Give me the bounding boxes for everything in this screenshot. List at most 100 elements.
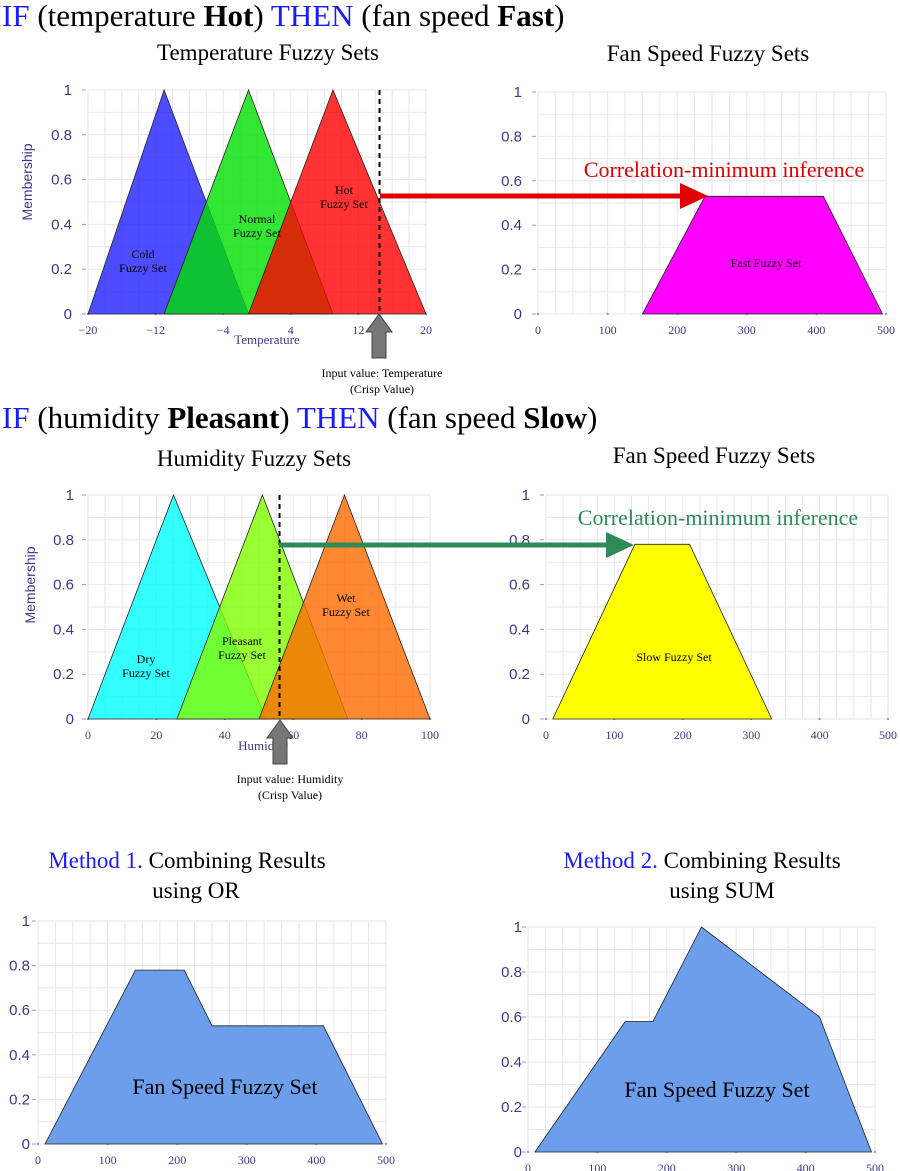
sum-xtick-label: 100 [588, 1161, 606, 1171]
or-ytick-label: 0.2 [9, 1091, 30, 1108]
rule2-post: (fan speed [379, 400, 523, 435]
sum-ytick-label: 1 [514, 919, 522, 936]
rule2-pre: (humidity [30, 400, 168, 435]
rule1-inference-label: Correlation-minimum inference [584, 157, 864, 182]
slow-fuzzy-set [552, 543, 773, 720]
sum-ytick-label: 0.4 [501, 1054, 522, 1071]
fan2-xtick-label: 300 [742, 728, 760, 742]
rule1-if: IF [2, 0, 30, 33]
sum-title-method: Method 2. [563, 848, 658, 873]
wet-fuzzy-set [258, 493, 431, 720]
temp-ytick-label: 1 [64, 82, 72, 99]
sum-ytick-label: 0.2 [501, 1099, 522, 1116]
fan1-xtick-label: 0 [535, 323, 541, 337]
sum-combined-plot: 0 0.2 0.4 0.6 0.8 1 0 100 200 300 400 500 Fan Speed … [501, 919, 884, 1171]
rule1-inference-arrowhead [680, 183, 708, 209]
rule2-term: Pleasant [167, 400, 280, 435]
wet-set-label: Wet [336, 591, 356, 605]
fan2-ytick-label: 0.2 [509, 666, 530, 683]
or-panel-title: Method 1. Combining Results [48, 848, 325, 873]
temp-input-arrow-icon [365, 313, 393, 359]
fan1-xtick-label: 100 [599, 323, 617, 337]
dry-set-label: Dry [137, 652, 156, 666]
rule1-mid: ) [253, 0, 271, 33]
or-set-label: Fan Speed Fuzzy Set [132, 1074, 317, 1099]
temp-ylabel: Membership [19, 143, 35, 220]
hum-ytick-label: 1 [66, 487, 74, 504]
or-xtick-label: 0 [35, 1153, 41, 1167]
hum-xtick-label: 100 [421, 728, 439, 742]
or-xtick-label: 200 [168, 1153, 186, 1167]
fan2-ytick-label: 1 [522, 487, 530, 504]
fast-set-label: Fast Fuzzy Set [731, 256, 802, 270]
or-ytick-label: 0.4 [9, 1047, 30, 1064]
dry-set-label: Fuzzy Set [122, 666, 170, 680]
fan1-ytick-label: 0.8 [501, 128, 522, 145]
xtick-mark [884, 312, 888, 316]
rule2-inference-label: Correlation-minimum inference [578, 505, 858, 530]
xtick-mark [526, 1150, 530, 1154]
temp-xtick-label: −20 [79, 323, 98, 337]
sum-title-rest: Combining Results [658, 848, 841, 873]
normal-set-label: Fuzzy Set [233, 226, 281, 240]
or-xtick-label: 500 [377, 1153, 395, 1167]
or-ytick-label: 0.6 [9, 1002, 30, 1019]
pleasant-set-label: Pleasant [222, 634, 263, 648]
fan2-ytick-label: 0.6 [509, 577, 530, 594]
xtick-mark [886, 717, 890, 721]
fan1-xtick-label: 500 [877, 323, 895, 337]
rule1-out-term: Fast [497, 0, 555, 33]
fan2-ytick-label: 0.4 [509, 621, 530, 638]
sum-panel-title: Method 2. Combining Results [563, 848, 840, 873]
rule2-mid: ) [279, 400, 297, 435]
or-ytick-label: 1 [22, 913, 30, 930]
or-title-method: Method 1. [48, 848, 143, 873]
sum-xtick-label: 0 [525, 1161, 531, 1171]
fan2-xtick-label: 400 [811, 728, 829, 742]
sum-ytick-label: 0.8 [501, 964, 522, 981]
sum-set-label: Fan Speed Fuzzy Set [624, 1077, 809, 1102]
hum-input-label-1: Input value: Humidity [237, 772, 344, 786]
sum-ytick-label: 0 [514, 1144, 522, 1161]
xtick-mark [606, 312, 609, 316]
hum-xtick-label: 40 [219, 728, 231, 742]
hot-set-label: Hot [335, 183, 354, 197]
xtick-mark [544, 717, 548, 721]
slow-set-label: Slow Fuzzy Set [636, 650, 712, 664]
temp-xtick-label: −12 [146, 323, 165, 337]
hum-ytick-label: 0.2 [53, 666, 74, 683]
xtick-mark [384, 1142, 388, 1146]
rule1-end: ) [554, 0, 564, 33]
hum-xtick-label: 80 [356, 728, 368, 742]
hum-panel-title: Humidity Fuzzy Sets [157, 446, 351, 471]
hum-ytick-label: 0 [66, 711, 74, 728]
or-combined-fuzzy-set [44, 969, 384, 1145]
temp-xtick-label: 12 [352, 323, 364, 337]
or-title-line2: using OR [152, 878, 240, 903]
fan1-xtick-label: 300 [738, 323, 756, 337]
wet-set-label: Fuzzy Set [322, 605, 370, 619]
or-ytick-label: 0 [22, 1136, 30, 1153]
fan-speed-fast-plot: 0 0.2 0.4 0.6 0.8 1 0 100 200 300 400 500 Fast Fuzzy… [501, 84, 895, 337]
hum-ylabel: Membership [22, 546, 38, 623]
or-xtick-label: 100 [99, 1153, 117, 1167]
hum-xtick-label: 20 [150, 728, 162, 742]
or-ytick-label: 0.8 [9, 958, 30, 975]
temp-ytick-label: 0 [64, 306, 72, 323]
cold-set-label: Cold [131, 247, 154, 261]
fan1-ytick-label: 0.4 [501, 217, 522, 234]
sum-xtick-label: 300 [727, 1161, 745, 1171]
sum-xtick-label: 500 [866, 1161, 884, 1171]
fan1-ytick-label: 0.2 [501, 262, 522, 279]
fan2-xtick-label: 500 [879, 728, 897, 742]
xtick-mark [536, 312, 540, 316]
pleasant-set-label: Fuzzy Set [218, 648, 266, 662]
temp-panel-title: Temperature Fuzzy Sets [157, 40, 379, 65]
sum-xtick-label: 400 [797, 1161, 815, 1171]
temp-xtick-label: 4 [288, 323, 294, 337]
xtick-mark [873, 1150, 877, 1154]
temp-ytick-label: 0.4 [51, 216, 72, 233]
